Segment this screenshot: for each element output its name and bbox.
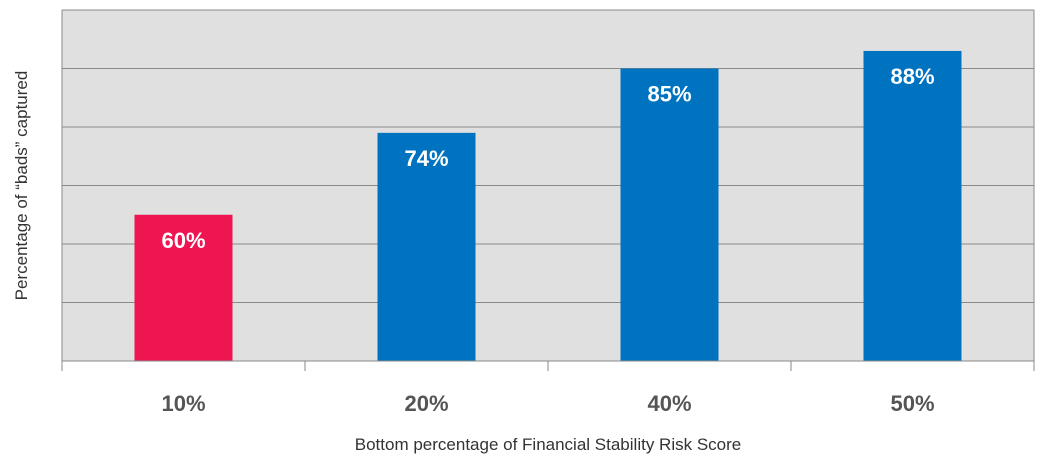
bar-1 <box>377 132 476 361</box>
x-tick-label-3: 50% <box>890 391 934 416</box>
bar-3 <box>863 50 962 361</box>
bar-0 <box>134 214 233 361</box>
data-label-2: 85% <box>647 82 691 107</box>
y-axis-label: Percentage of “bads” captured <box>12 71 31 301</box>
bar-2 <box>620 68 719 361</box>
data-label-1: 74% <box>404 146 448 171</box>
data-label-3: 88% <box>890 64 934 89</box>
x-axis-ticks <box>61 361 1035 371</box>
x-tick-labels: 10% 20% 40% 50% <box>161 391 934 416</box>
x-tick-label-2: 40% <box>647 391 691 416</box>
data-labels: 60% 74% 85% 88% <box>161 64 934 253</box>
data-label-0: 60% <box>161 228 205 253</box>
x-tick-label-1: 20% <box>404 391 448 416</box>
x-axis-label: Bottom percentage of Financial Stability… <box>355 435 741 454</box>
x-tick-label-0: 10% <box>161 391 205 416</box>
bars <box>134 50 962 361</box>
